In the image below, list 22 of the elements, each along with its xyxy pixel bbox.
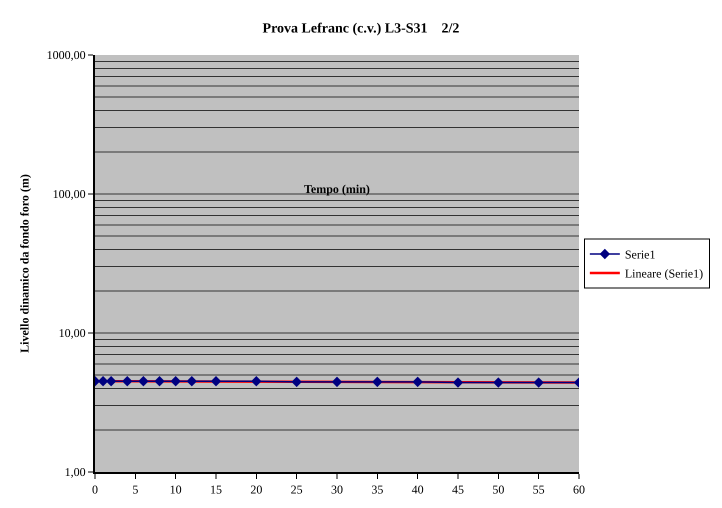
legend-label: Serie1 — [624, 248, 656, 262]
x-tick-label: 60 — [573, 482, 585, 496]
x-tick-label: 50 — [492, 482, 504, 496]
chart-title: Prova Lefranc (c.v.) L3-S31 2/2 — [262, 22, 460, 37]
x-axis-title: Tempo (min) — [304, 182, 370, 196]
y-axis-title: Livello dinamico da fondo foro (m) — [17, 174, 32, 353]
x-tick-label: 15 — [210, 482, 222, 496]
y-tick-label: 100,00 — [52, 187, 86, 202]
x-tick-label: 25 — [290, 482, 303, 496]
x-tick-label: 10 — [170, 482, 182, 496]
y-tick-label: 10,00 — [58, 326, 86, 340]
legend-label: Lineare (Serie1) — [624, 266, 704, 281]
x-tick-label: 40 — [412, 482, 424, 496]
y-tick-label: 1,00 — [64, 465, 86, 480]
x-tick-label: 0 — [92, 482, 98, 496]
y-tick-label: 1000,00 — [46, 48, 86, 62]
x-tick-label: 20 — [250, 482, 262, 496]
x-tick-label: 45 — [452, 482, 464, 496]
x-tick-label: 5 — [132, 482, 138, 496]
x-tick-label: 55 — [532, 482, 545, 496]
x-tick-label: 35 — [371, 482, 384, 496]
x-tick-label: 30 — [331, 482, 343, 496]
